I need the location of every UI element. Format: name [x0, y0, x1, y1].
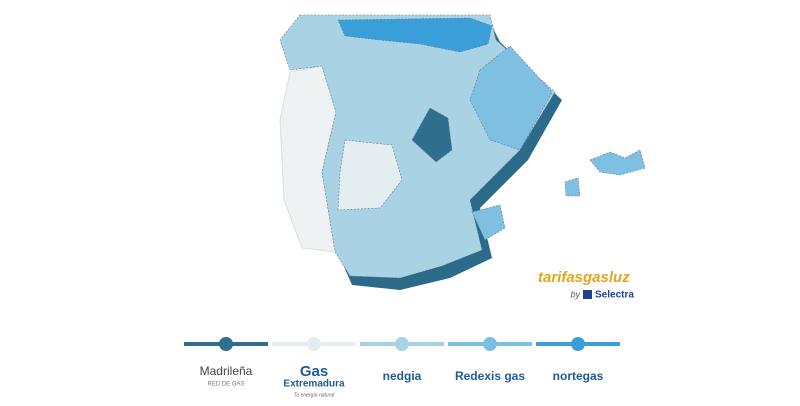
legend-name: Gas: [300, 363, 328, 380]
legend-dot: [307, 337, 321, 351]
region-northeast: [469, 45, 553, 151]
balearic-islands: [589, 149, 646, 176]
legend-dot: [571, 337, 585, 351]
legend-dot: [395, 337, 409, 351]
region-north: [337, 17, 493, 53]
legend-name: nortegas: [553, 369, 604, 383]
region-east: [471, 204, 506, 241]
legend-tagline: Tu energía natural: [294, 392, 335, 398]
region-west: [337, 139, 403, 211]
legend-dot: [219, 337, 233, 351]
legend-name: Redexis gas: [455, 369, 525, 383]
region-madrid: [411, 107, 453, 163]
legend-name: nedgia: [383, 369, 422, 383]
brand-name: tarifasgasluz: [538, 269, 630, 286]
legend-sub: Extremadura: [283, 379, 345, 390]
legend-sub: RED DE GAS: [207, 382, 244, 388]
legend-name: Madrileña: [200, 364, 253, 378]
brand-icon: [583, 290, 592, 299]
balearic-islands-small: [564, 177, 581, 197]
brand-company: Selectra: [595, 290, 634, 301]
map: [279, 14, 646, 290]
legend-dot: [483, 337, 497, 351]
brand-by: by: [570, 289, 580, 299]
